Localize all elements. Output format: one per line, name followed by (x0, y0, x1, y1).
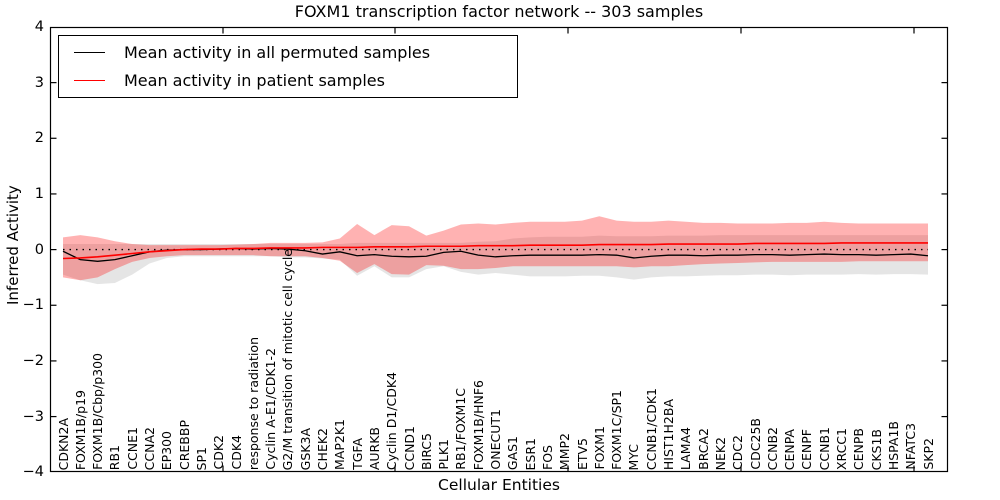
y-tick-label: 4 (34, 18, 44, 35)
x-category-label: SKP2 (920, 438, 936, 470)
x-category-label: SP1 (193, 446, 209, 470)
x-category-label: CENPA (782, 428, 798, 470)
axes-frame (49, 26, 949, 473)
x-category-label: ETV5 (574, 437, 590, 470)
x-category-label: MYC (626, 443, 642, 470)
x-category-label: FOS (539, 445, 555, 470)
legend-line-swatch-black (74, 52, 105, 54)
x-category-label: FOXM1B/p19 (72, 389, 88, 470)
x-category-label: CENPB (851, 427, 867, 470)
x-category-label: CCNB1/CDK1 (643, 387, 659, 470)
x-category-label: Cyclin A-E1/CDK1-2 (263, 348, 279, 470)
x-category-label: FOXM1 (591, 426, 607, 470)
x-category-label: CENPF (799, 429, 815, 470)
y-tick-label: 1 (34, 185, 44, 202)
x-category-label: CDKN2A (55, 417, 71, 470)
legend-line-swatch-red (74, 79, 105, 81)
x-category-label: GAS1 (505, 435, 521, 470)
x-category-label: HIST1H2BA (661, 398, 676, 470)
x-category-label: TGFA (349, 438, 365, 470)
x-axis-label: Cellular Entities (438, 476, 560, 494)
x-category-label: Cyclin D1/CDK4 (384, 371, 400, 470)
x-category-label: FOXM1B/HNF6 (470, 379, 486, 470)
x-category-label: BRCA2 (695, 428, 711, 470)
x-category-label: RB1 (107, 444, 123, 470)
x-category-label: CCNE1 (124, 427, 140, 470)
y-tick-label: −3 (22, 408, 44, 425)
y-tick-label: −1 (22, 297, 44, 314)
x-category-label: AURKB (366, 426, 382, 470)
x-category-label: CCNB1 (816, 426, 832, 470)
x-category-label: CCNB2 (764, 426, 780, 470)
x-category-label: CDK4 (228, 435, 244, 470)
x-category-label: MAP2K1 (332, 419, 348, 470)
x-category-label: CDK2 (211, 435, 227, 470)
x-category-label: response to radiation (245, 336, 261, 470)
x-category-label: EP300 (159, 430, 175, 470)
x-category-label: CCND1 (401, 425, 417, 470)
chart-title: FOXM1 transcription factor network -- 30… (294, 2, 704, 21)
x-category-label: ONECUT1 (488, 409, 503, 470)
y-tick-label: 0 (34, 241, 44, 258)
x-category-label: FOXM1B/Cbp/p300 (90, 353, 106, 470)
legend-item-label: Mean activity in all permuted samples (124, 43, 431, 63)
x-category-label: CHEK2 (315, 427, 330, 470)
x-category-label: CREBBP (176, 420, 192, 470)
x-category-label: XRCC1 (834, 427, 849, 470)
x-category-label: PLK1 (436, 439, 452, 470)
patient-range-band (63, 216, 928, 281)
y-tick-label: −4 (22, 464, 44, 481)
y-tick-label: 2 (34, 130, 44, 147)
x-category-label: FOXM1C/SP1 (609, 390, 625, 470)
x-category-label: GSK3A (297, 427, 313, 470)
legend: Mean activity in all permuted samples Me… (58, 35, 518, 98)
x-category-label: NFATC3 (903, 423, 919, 470)
legend-item-label: Mean activity in patient samples (124, 70, 385, 90)
x-category-label: BIRC5 (418, 432, 434, 470)
legend-item-patient: Mean activity in patient samples (74, 71, 517, 90)
x-category-label: CDC25B (747, 418, 763, 470)
x-category-label: MMP2 (557, 432, 573, 470)
y-tick-label: −2 (22, 352, 44, 369)
x-category-label: CKS1B (868, 428, 884, 470)
patient-mean-line (62, 242, 928, 260)
x-category-label: CDC2 (730, 434, 746, 470)
legend-item-permuted: Mean activity in all permuted samples (74, 43, 517, 62)
x-category-label: LAMA4 (678, 426, 694, 470)
x-category-label: RB1/FOXM1C (453, 388, 469, 470)
x-category-label: HSPA1B (885, 420, 901, 470)
x-category-label: NEK2 (712, 436, 728, 470)
x-category-label: G2/M transition of mitotic cell cycle (280, 248, 296, 470)
y-tick-label: 3 (34, 74, 44, 91)
x-category-label: ESR1 (522, 437, 538, 470)
x-category-label: CCNA2 (142, 426, 157, 470)
